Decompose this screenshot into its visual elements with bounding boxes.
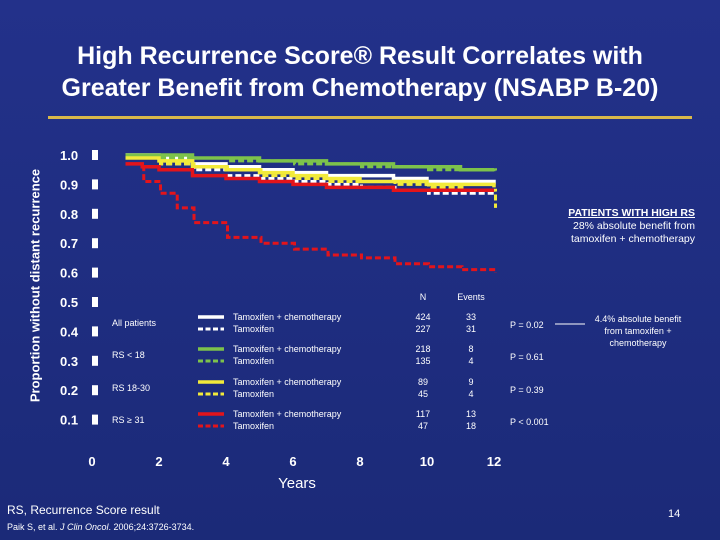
table-cell-events: 18 bbox=[466, 421, 476, 431]
y-tick-label: 0.4 bbox=[60, 324, 79, 339]
slide-title: High Recurrence Score® Result Correlates… bbox=[0, 40, 720, 104]
y-tick-label: 0.6 bbox=[60, 266, 78, 281]
table-cell-n: 227 bbox=[415, 324, 430, 334]
y-tick-label: 1.0 bbox=[60, 148, 78, 163]
legend-group-label: RS ≥ 31 bbox=[112, 415, 144, 425]
x-tick-label: 2 bbox=[155, 454, 162, 469]
table-cell-events: 8 bbox=[468, 344, 473, 354]
legend-arm-label: Tamoxifen bbox=[233, 324, 274, 334]
y-tick-mark bbox=[92, 238, 98, 249]
legend-arm-label: Tamoxifen + chemotherapy bbox=[233, 344, 342, 354]
x-tick-label: 8 bbox=[356, 454, 363, 469]
all-patients-callout: 4.4% absolute benefit from tamoxifen + c… bbox=[578, 313, 698, 349]
legend-group-label: All patients bbox=[112, 318, 157, 328]
legend-arm-label: Tamoxifen + chemotherapy bbox=[233, 377, 342, 387]
legend-arm-label: Tamoxifen bbox=[233, 356, 274, 366]
y-tick-mark bbox=[92, 297, 98, 307]
p-value: P = 0.61 bbox=[510, 352, 544, 362]
title-line-2: Greater Benefit from Chemotherapy (NSABP… bbox=[61, 74, 659, 102]
high-rs-annotation-line1: 28% absolute benefit from bbox=[573, 220, 695, 232]
x-tick-label: 12 bbox=[487, 454, 501, 469]
y-tick-mark bbox=[92, 385, 98, 396]
high-rs-annotation-title: PATIENTS WITH HIGH RS bbox=[568, 207, 695, 219]
callout-line3: chemotherapy bbox=[609, 338, 667, 348]
table-cell-n: 424 bbox=[415, 312, 430, 322]
legend-arm-label: Tamoxifen + chemotherapy bbox=[233, 312, 342, 322]
table-cell-n: 47 bbox=[418, 421, 428, 431]
y-tick-label: 0.5 bbox=[60, 295, 78, 310]
table-cell-events: 13 bbox=[466, 409, 476, 419]
page-number: 14 bbox=[668, 508, 681, 520]
table-cell-n: 135 bbox=[415, 356, 430, 366]
callout-line1: 4.4% absolute benefit bbox=[594, 314, 682, 324]
y-tick-mark bbox=[92, 267, 98, 278]
citation: Paik S, et al. J Clin Oncol. 2006;24:372… bbox=[7, 522, 194, 532]
y-tick-label: 0.7 bbox=[60, 236, 78, 251]
table-cell-events: 31 bbox=[466, 324, 476, 334]
footnote: RS, Recurrence Score result bbox=[7, 503, 160, 517]
high-rs-annotation: PATIENTS WITH HIGH RS 28% absolute benef… bbox=[510, 207, 695, 246]
x-axis-label: Years bbox=[278, 475, 316, 492]
table-cell-n: 45 bbox=[418, 389, 428, 399]
callout-line2: from tamoxifen + bbox=[604, 326, 672, 336]
survival-curve bbox=[127, 162, 497, 273]
p-value: P < 0.001 bbox=[510, 417, 549, 427]
survival-curve bbox=[127, 156, 497, 208]
x-tick-label: 10 bbox=[420, 454, 434, 469]
y-tick-mark bbox=[92, 355, 98, 366]
x-tick-label: 0 bbox=[88, 454, 95, 469]
y-tick-label: 0.1 bbox=[60, 413, 78, 428]
y-tick-mark bbox=[92, 326, 98, 337]
y-tick-label: 0.3 bbox=[60, 354, 78, 369]
p-value: P = 0.39 bbox=[510, 385, 544, 395]
table-cell-n: 89 bbox=[418, 377, 428, 387]
x-tick-label: 4 bbox=[222, 454, 230, 469]
table-cell-events: 9 bbox=[468, 377, 473, 387]
y-tick-label: 0.8 bbox=[60, 207, 78, 222]
y-tick-label: 0.9 bbox=[60, 177, 78, 192]
survival-curve bbox=[127, 153, 497, 173]
table-cell-n: 218 bbox=[415, 344, 430, 354]
citation-suffix: . 2006;24:3726-3734. bbox=[108, 522, 195, 532]
table-cell-events: 4 bbox=[468, 356, 473, 366]
y-tick-mark bbox=[92, 150, 98, 160]
high-rs-annotation-line2: tamoxifen + chemotherapy bbox=[570, 233, 695, 245]
legend-group-label: RS < 18 bbox=[112, 350, 145, 360]
legend-arm-label: Tamoxifen + chemotherapy bbox=[233, 409, 342, 419]
y-tick-mark bbox=[92, 179, 98, 190]
y-tick-mark bbox=[92, 414, 98, 425]
title-line-1: High Recurrence Score® Result Correlates… bbox=[77, 42, 643, 70]
table-cell-n: 117 bbox=[416, 409, 430, 419]
table-header-events: Events bbox=[457, 292, 485, 302]
x-tick-label: 6 bbox=[289, 454, 296, 469]
citation-journal: J Clin Oncol bbox=[60, 522, 109, 532]
table-cell-events: 33 bbox=[466, 312, 476, 322]
table-cell-events: 4 bbox=[468, 389, 473, 399]
y-tick-mark bbox=[92, 208, 98, 219]
legend-arm-label: Tamoxifen bbox=[233, 389, 274, 399]
legend-arm-label: Tamoxifen bbox=[233, 421, 274, 431]
y-tick-label: 0.2 bbox=[60, 383, 78, 398]
table-header-n: N bbox=[420, 292, 427, 302]
p-value: P = 0.02 bbox=[510, 320, 544, 330]
title-divider bbox=[48, 116, 692, 119]
survival-curve bbox=[125, 162, 494, 193]
legend-group-label: RS 18-30 bbox=[112, 383, 150, 393]
citation-prefix: Paik S, et al. bbox=[7, 522, 61, 532]
